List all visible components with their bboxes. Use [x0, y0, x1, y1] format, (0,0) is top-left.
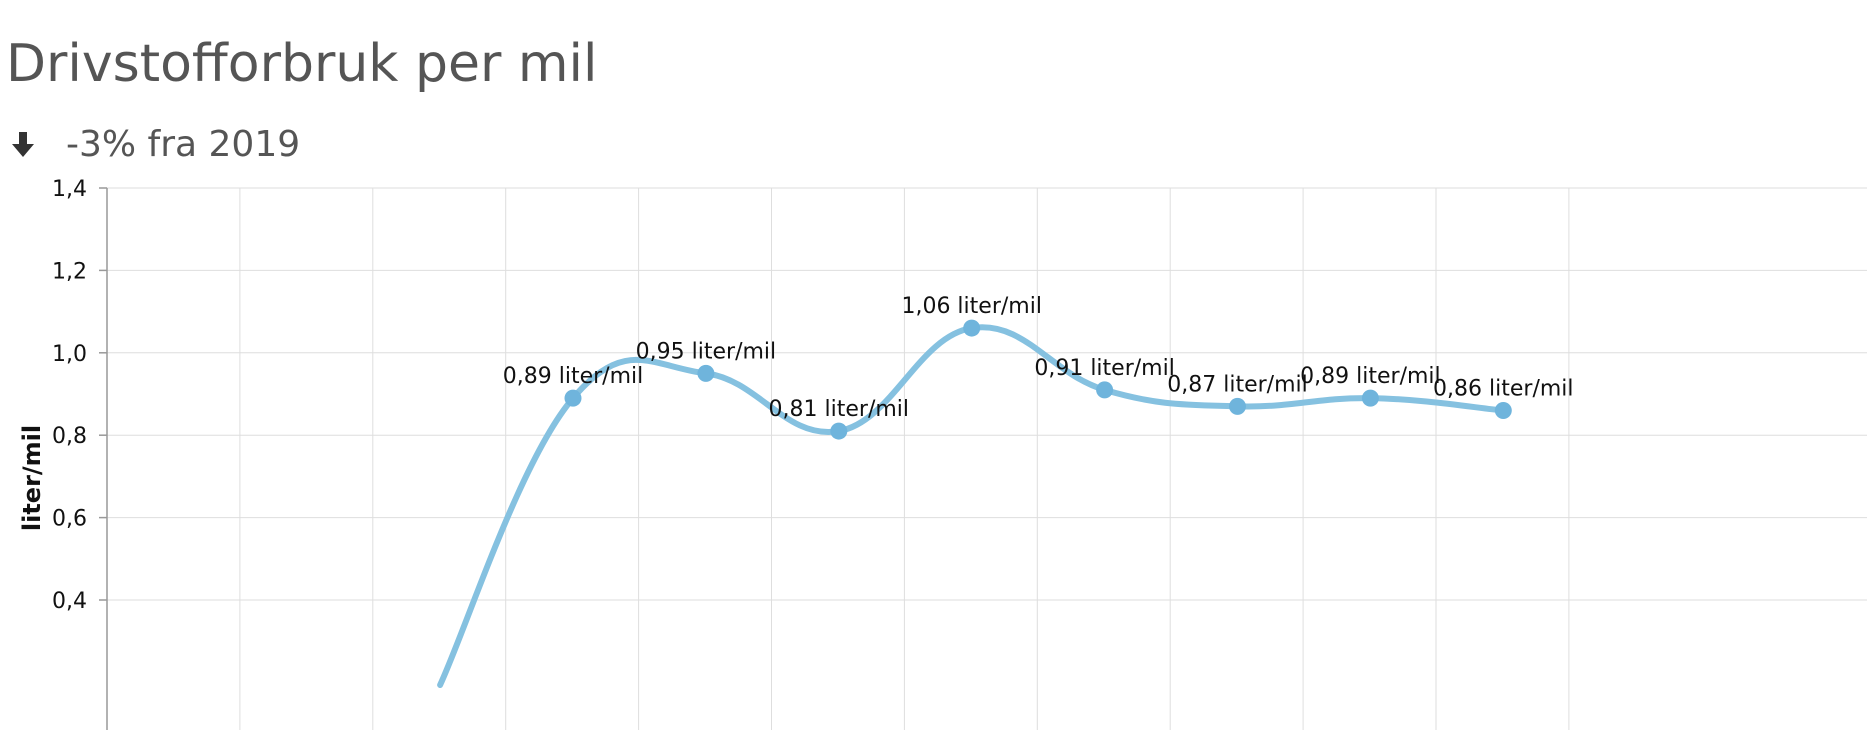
y-tick-label: 0,6: [52, 507, 87, 532]
y-tick-label: 0,8: [52, 424, 87, 449]
data-point[interactable]: [697, 364, 715, 382]
data-label: 1,06 liter/mil: [901, 294, 1041, 319]
data-point[interactable]: [564, 389, 582, 407]
y-tick-label: 1,0: [52, 342, 87, 367]
arrow-down-icon: [12, 131, 34, 157]
data-point[interactable]: [963, 319, 981, 337]
data-point[interactable]: [1229, 397, 1246, 415]
chart-title: Drivstofforbruk per mil: [6, 34, 598, 94]
data-label: 0,81 liter/mil: [769, 397, 909, 422]
trend-subtitle: -3% fra 2019: [8, 124, 300, 165]
y-tick-label: 0,4: [52, 589, 87, 614]
y-axis-title: liter/mil: [18, 425, 46, 531]
data-point[interactable]: [830, 422, 848, 440]
data-label: 0,86 liter/mil: [1433, 376, 1573, 401]
data-label: 0,89 liter/mil: [1300, 364, 1440, 389]
y-tick-label: 1,2: [52, 259, 87, 284]
series: [437, 319, 1512, 688]
axes: 1,4 1,2 1,0 0,8 0,6 0,4 liter/mil: [18, 177, 108, 730]
data-label: 0,95 liter/mil: [636, 339, 776, 364]
trend-text: -3% fra 2019: [66, 124, 301, 165]
data-label: 0,91 liter/mil: [1034, 356, 1174, 381]
data-point[interactable]: [1361, 389, 1379, 407]
data-label: 0,89 liter/mil: [503, 364, 643, 389]
y-tick-label: 1,4: [52, 177, 87, 202]
data-point[interactable]: [1096, 381, 1114, 399]
data-point[interactable]: [1494, 401, 1512, 419]
grid: [107, 187, 1867, 730]
data-label: 0,87 liter/mil: [1167, 372, 1307, 397]
